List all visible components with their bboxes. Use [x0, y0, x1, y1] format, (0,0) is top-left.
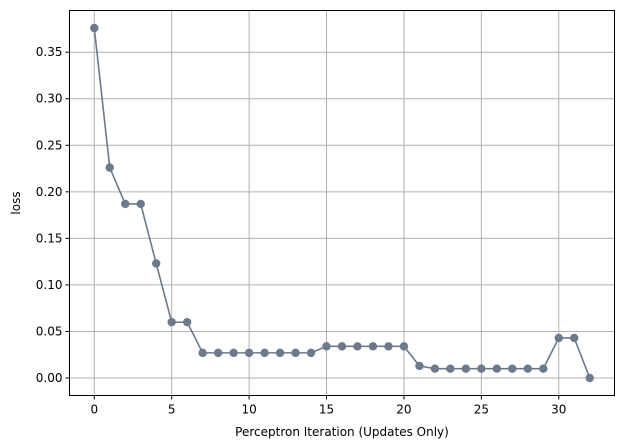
data-point [213, 348, 223, 358]
data-point [570, 333, 579, 343]
data-points [90, 23, 594, 383]
y-tick-label: 0.10 [36, 278, 63, 292]
data-point [430, 364, 440, 373]
y-axis-label: loss [9, 191, 23, 214]
data-point [585, 373, 594, 383]
data-point [368, 342, 378, 351]
x-tick-label: 15 [319, 403, 334, 417]
data-point [244, 348, 254, 358]
x-tick-label: 20 [396, 403, 411, 417]
x-tick-label: 5 [168, 403, 176, 417]
y-tick-label: 0.30 [36, 92, 63, 106]
y-tick-label: 0.20 [36, 185, 63, 199]
data-point [167, 317, 176, 327]
data-point [492, 364, 502, 373]
data-point [461, 364, 471, 373]
data-point [198, 348, 207, 358]
x-axis-label: Perceptron Iteration (Updates Only) [235, 425, 449, 439]
data-point [291, 348, 300, 358]
y-tick-label: 0.25 [36, 138, 63, 152]
data-point [306, 348, 316, 358]
data-point [539, 364, 548, 373]
data-point [384, 342, 393, 351]
y-axis-ticks: 0.00 0.05 0.10 0.15 0.20 0.25 0.30 0.35 [36, 45, 70, 385]
data-point [337, 342, 347, 351]
data-point [229, 348, 238, 358]
data-point [260, 348, 269, 358]
x-tick-label: 30 [551, 403, 566, 417]
data-point [399, 342, 409, 351]
data-point [275, 348, 285, 358]
y-tick-label: 0.35 [36, 45, 63, 59]
data-point [353, 342, 362, 351]
x-tick-label: 0 [90, 403, 98, 417]
data-point [508, 364, 517, 373]
y-tick-label: 0.00 [36, 371, 63, 385]
x-tick-label: 25 [474, 403, 489, 417]
data-point [90, 23, 99, 33]
y-tick-label: 0.05 [36, 324, 63, 338]
data-point [446, 364, 455, 373]
plot-frame [69, 10, 615, 396]
data-point [105, 163, 114, 172]
data-point [182, 317, 192, 327]
grid [69, 10, 615, 396]
x-tick-label: 10 [241, 403, 256, 417]
data-point [322, 342, 331, 351]
data-point [523, 364, 532, 373]
data-point [554, 333, 563, 343]
data-point [121, 199, 130, 209]
y-tick-label: 0.15 [36, 231, 63, 245]
data-point [152, 259, 161, 268]
x-axis-ticks: 0 5 10 15 20 25 30 [90, 395, 566, 417]
data-point [477, 364, 486, 373]
data-point [415, 361, 424, 371]
data-point [136, 199, 145, 209]
